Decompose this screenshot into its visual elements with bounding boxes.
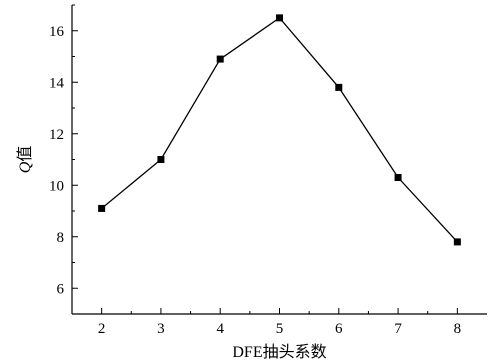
series-group — [98, 14, 461, 246]
y-tick-label-10: 10 — [49, 178, 64, 194]
y-tick-label-12: 12 — [49, 127, 64, 143]
y-tick-label-6: 6 — [57, 281, 65, 297]
axes — [71, 5, 487, 315]
x-tick-label-7: 7 — [394, 321, 402, 337]
data-point-2 — [98, 204, 106, 212]
data-point-6 — [335, 83, 343, 91]
data-point-4 — [216, 55, 224, 63]
x-tick-label-2: 2 — [98, 321, 106, 337]
x-tick-label-8: 8 — [454, 321, 462, 337]
y-tick-label-8: 8 — [57, 230, 65, 246]
y-ticks: 6 8 10 12 14 16 — [49, 4, 78, 315]
data-point-7 — [394, 174, 402, 182]
x-tick-label-5: 5 — [276, 321, 284, 337]
y-tick-label-16: 16 — [49, 24, 65, 40]
data-point-8 — [453, 238, 461, 246]
x-tick-label-3: 3 — [157, 321, 165, 337]
y-axis-title-italic: Q — [17, 161, 34, 173]
data-point-3 — [157, 156, 165, 163]
x-tick-label-6: 6 — [335, 321, 343, 337]
x-axis-title: DFE抽头系数 — [232, 343, 326, 361]
x-tick-label-4: 4 — [216, 321, 224, 337]
series-line-0 — [101, 17, 458, 243]
y-axis-title: Q值 — [16, 146, 34, 174]
x-ticks: 2 3 4 5 6 7 8 — [98, 308, 461, 337]
y-tick-label-14: 14 — [49, 75, 65, 91]
y-axis-title-rest: 值 — [16, 146, 34, 162]
data-point-5 — [276, 14, 283, 22]
